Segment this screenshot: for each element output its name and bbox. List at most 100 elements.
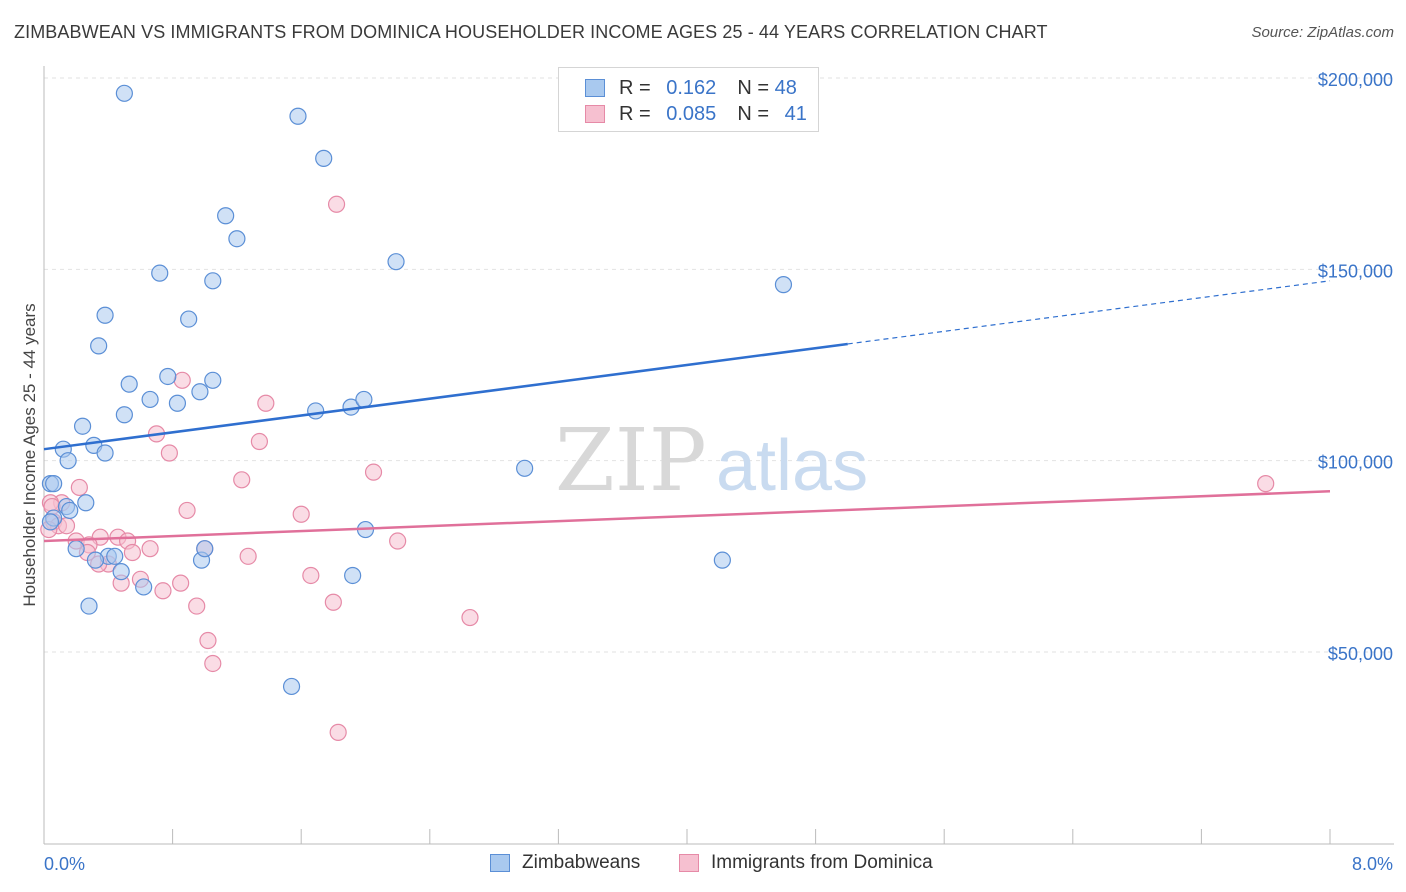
pink-swatch [679, 854, 699, 872]
data-point [713, 551, 731, 569]
data-point [204, 272, 222, 290]
data-point [239, 547, 257, 565]
n-label: N = [737, 102, 770, 125]
data-point [80, 597, 98, 615]
y-tick-label: $100,000 [1318, 453, 1393, 473]
data-point [289, 107, 307, 125]
axes [43, 66, 1394, 845]
data-point [355, 390, 373, 409]
data-point [228, 230, 246, 248]
data-point [217, 207, 235, 225]
data-point [315, 149, 333, 167]
data-point [387, 253, 405, 271]
trend-line-solid [43, 342, 848, 451]
n-label: N = [737, 76, 770, 99]
data-point [302, 566, 320, 585]
legend-label: Immigrants from Dominica [711, 852, 933, 873]
data-point [250, 432, 269, 451]
legend-row-dominica: R = 0.085 N = 41 [585, 102, 807, 126]
data-point [1257, 475, 1275, 493]
data-point [307, 402, 325, 420]
stats-legend: R = 0.162 N = 48 R = 0.085 N = 41 [558, 67, 819, 132]
data-point [61, 501, 79, 520]
data-point [154, 582, 172, 600]
data-point [115, 406, 133, 424]
n-value: 48 [774, 76, 797, 99]
legend-label: Zimbabweans [522, 852, 641, 873]
data-point [774, 276, 793, 294]
data-point [141, 390, 159, 409]
y-tick-labels: $50,000 $100,000 $150,000 $200,000 [1318, 70, 1393, 664]
data-point [257, 394, 275, 412]
r-label: R = [619, 102, 651, 125]
trend-lines [43, 280, 1331, 543]
watermark: ZIP atlas [555, 411, 868, 511]
data-point [106, 547, 124, 565]
data-point [173, 371, 191, 389]
n-value: 41 [784, 102, 807, 125]
r-value: 0.162 [666, 76, 717, 99]
data-point [389, 532, 407, 550]
series-zimbabwe-points [41, 84, 793, 696]
y-axis-label: Householder Income Ages 25 - 44 years [20, 303, 39, 606]
data-point [188, 597, 206, 615]
watermark-atlas: atlas [716, 426, 868, 506]
data-point [160, 444, 178, 462]
data-point [159, 367, 177, 386]
data-point [112, 563, 130, 581]
data-point [96, 444, 114, 462]
data-point [96, 306, 114, 324]
chart-title: ZIMBABWEAN VS IMMIGRANTS FROM DOMINICA H… [14, 22, 1048, 42]
y-tick-label: $50,000 [1328, 644, 1393, 664]
data-point [196, 540, 214, 558]
data-point [282, 677, 301, 696]
x-tick-label-left: 0.0% [44, 854, 85, 874]
data-point [191, 383, 209, 401]
data-point [59, 452, 77, 470]
data-point [364, 463, 383, 481]
data-point [461, 608, 479, 627]
data-point [73, 417, 92, 435]
data-point [86, 551, 105, 569]
trend-line-dashed [847, 280, 1331, 345]
data-point [67, 540, 85, 558]
data-point [77, 494, 95, 512]
series-legend: Zimbabweans Immigrants from Dominica [0, 852, 1406, 876]
data-point [45, 475, 63, 493]
data-point [344, 566, 362, 585]
data-point [151, 264, 169, 282]
data-point [204, 371, 222, 389]
trend-line-solid [43, 490, 1331, 543]
data-point [233, 471, 251, 489]
data-point [141, 540, 159, 558]
data-point [204, 654, 222, 673]
blue-swatch [585, 79, 605, 97]
blue-swatch [490, 854, 510, 872]
data-point [168, 394, 187, 412]
data-point [70, 478, 88, 497]
source-label: Source: ZipAtlas.com [1251, 24, 1394, 41]
x-tick-label-right: 8.0% [1352, 854, 1393, 874]
data-point [41, 513, 60, 531]
data-point [115, 84, 133, 102]
legend-item-zimbabweans[interactable]: Zimbabweans [490, 852, 640, 874]
data-point [327, 195, 346, 213]
data-point [172, 574, 190, 592]
data-point [123, 543, 142, 562]
pink-swatch [585, 105, 605, 123]
y-tick-label: $150,000 [1318, 261, 1393, 281]
legend-item-dominica[interactable]: Immigrants from Dominica [679, 852, 933, 874]
data-point [90, 337, 108, 355]
data-point [178, 501, 196, 520]
data-point [199, 631, 217, 650]
data-point [120, 375, 138, 393]
data-point [292, 505, 310, 523]
data-point [324, 593, 342, 611]
watermark-zip: ZIP [555, 411, 707, 511]
data-point [329, 723, 347, 741]
data-point [180, 310, 198, 328]
data-point [135, 578, 153, 596]
y-tick-label: $200,000 [1318, 70, 1393, 90]
r-label: R = [619, 76, 651, 99]
